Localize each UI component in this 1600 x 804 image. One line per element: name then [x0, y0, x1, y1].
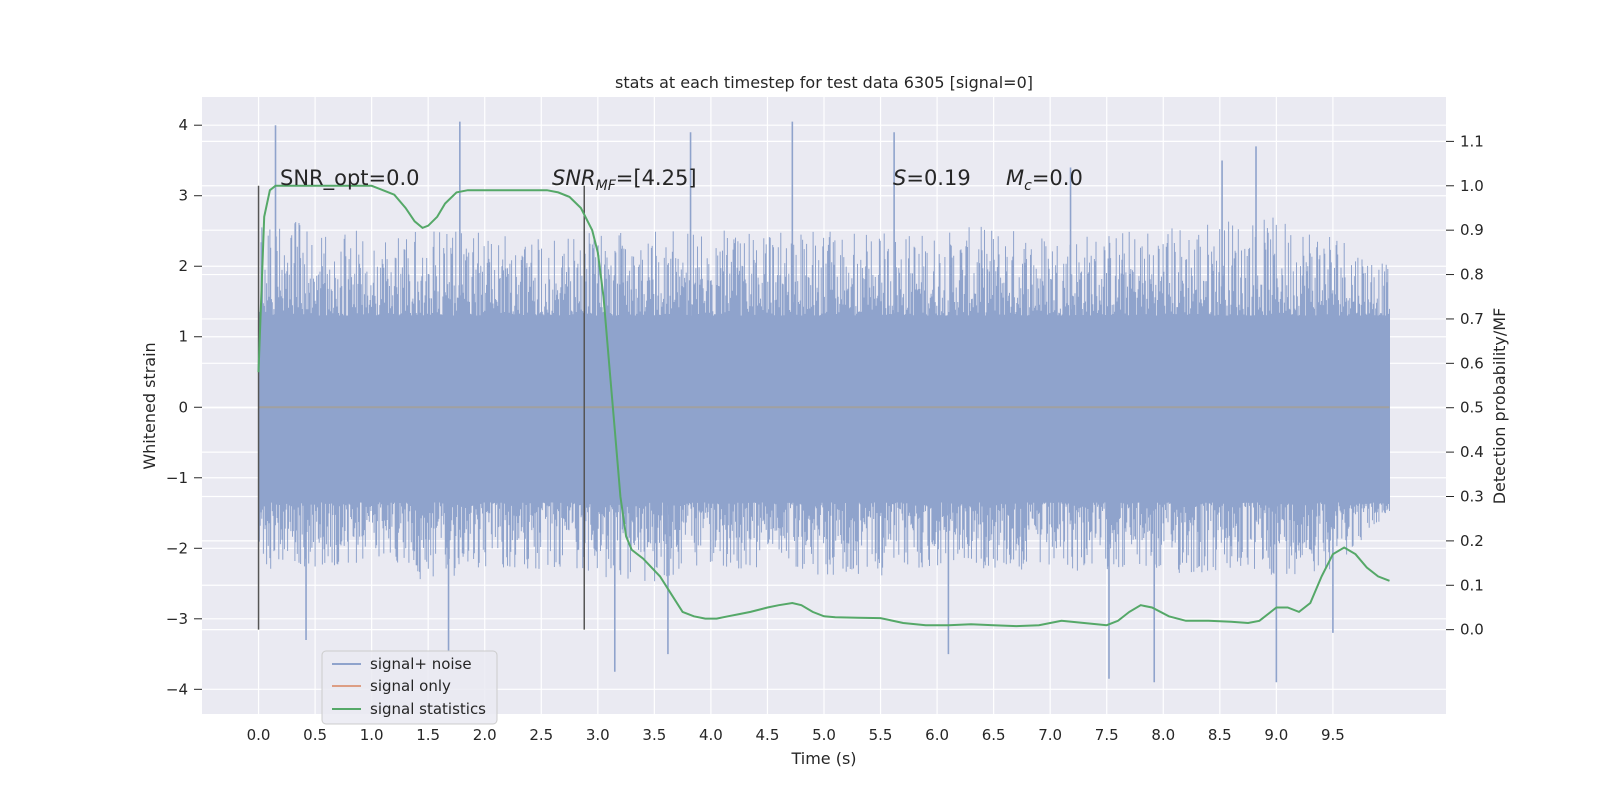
x-tick-label: 6.5 — [982, 726, 1006, 744]
marker-lines — [257, 185, 585, 630]
y2-tick-label: 0.6 — [1460, 354, 1484, 372]
legend-box — [321, 650, 498, 725]
y2-tick-label: 0.7 — [1460, 310, 1484, 328]
x-tick-label: 0.5 — [303, 726, 327, 744]
signal-statistics-series — [257, 184, 1390, 628]
y2-tick-label: 0.5 — [1460, 399, 1484, 417]
x-tick-label: 3.0 — [586, 726, 610, 744]
y-tick-label: 0 — [178, 398, 188, 416]
x-tick-label: 2.5 — [529, 726, 553, 744]
y2-tick-label: 0.2 — [1460, 532, 1484, 550]
x-tick-label: 2.0 — [473, 726, 497, 744]
y2-tick-label: 0.0 — [1460, 621, 1484, 639]
x-tick-label: 0.0 — [247, 726, 271, 744]
y2-tick-label: 0.9 — [1460, 221, 1484, 239]
y-tick-labels: 4 3 2 1 0 −1 −2 −3 −4 — [166, 116, 202, 698]
legend-label-statistics: signal statistics — [370, 700, 486, 718]
y-tick-label: 1 — [178, 328, 188, 346]
x-tick-label: 8.5 — [1208, 726, 1232, 744]
y2-tick-label: 1.1 — [1460, 132, 1484, 150]
y-tick-label: −4 — [166, 680, 188, 698]
x-tick-label: 4.5 — [756, 726, 780, 744]
chart-title: stats at each timestep for test data 630… — [615, 73, 1033, 92]
x-tick-label: 6.0 — [925, 726, 949, 744]
y2-tick-label: 0.4 — [1460, 443, 1484, 461]
x-tick-label: 7.0 — [1038, 726, 1062, 744]
annotation-snr-opt: SNR_opt=0.0 — [280, 166, 420, 191]
x-tick-label: 4.0 — [699, 726, 723, 744]
y-tick-label: −1 — [166, 469, 188, 487]
y2-tick-label: 0.3 — [1460, 487, 1484, 505]
annotation-mc: Mc=0.0 — [1006, 166, 1083, 194]
y-tick-label: 4 — [178, 116, 188, 134]
y-tick-label: −3 — [166, 610, 188, 628]
legend-label-signal-only: signal only — [370, 677, 451, 695]
legend: signal+ noise signal only signal statist… — [321, 650, 498, 725]
x-tick-label: 3.5 — [642, 726, 666, 744]
y-axis-label: Whitened strain — [140, 342, 159, 469]
y-tick-label: 2 — [178, 257, 188, 275]
y-tick-label: 3 — [178, 187, 188, 205]
legend-label-noise: signal+ noise — [370, 655, 472, 673]
y-tick-label: −2 — [166, 539, 188, 557]
x-tick-label: 5.0 — [812, 726, 836, 744]
signal-statistics-line — [257, 184, 1390, 628]
annotation-snr-mf: SNRMF=[4.25] — [552, 166, 697, 194]
x-tick-label: 5.5 — [869, 726, 893, 744]
x-tick-labels: 0.0 0.5 1.0 1.5 2.0 2.5 3.0 3.5 4.0 4.5 5.0 5.5 6.0 6… — [247, 726, 1345, 744]
x-tick-label: 7.5 — [1095, 726, 1119, 744]
y2-tick-label: 0.1 — [1460, 576, 1484, 594]
noise-series — [258, 121, 1390, 683]
y2-axis-label: Detection probability/MF — [1490, 308, 1509, 505]
y2-tick-label: 0.8 — [1460, 266, 1484, 284]
y2-tick-label: 1.0 — [1460, 177, 1484, 195]
x-tick-label: 8.0 — [1151, 726, 1175, 744]
x-tick-label: 9.0 — [1264, 726, 1288, 744]
x-tick-label: 1.5 — [416, 726, 440, 744]
x-tick-label: 1.0 — [360, 726, 384, 744]
x-tick-label: 9.5 — [1321, 726, 1345, 744]
annotation-s: S=0.19 — [893, 166, 971, 190]
y2-tick-labels: 1.1 1.0 0.9 0.8 0.7 0.6 0.5 0.4 0.3 0.2 0.1 0.0 — [1446, 132, 1484, 639]
x-axis-label: Time (s) — [790, 749, 856, 768]
